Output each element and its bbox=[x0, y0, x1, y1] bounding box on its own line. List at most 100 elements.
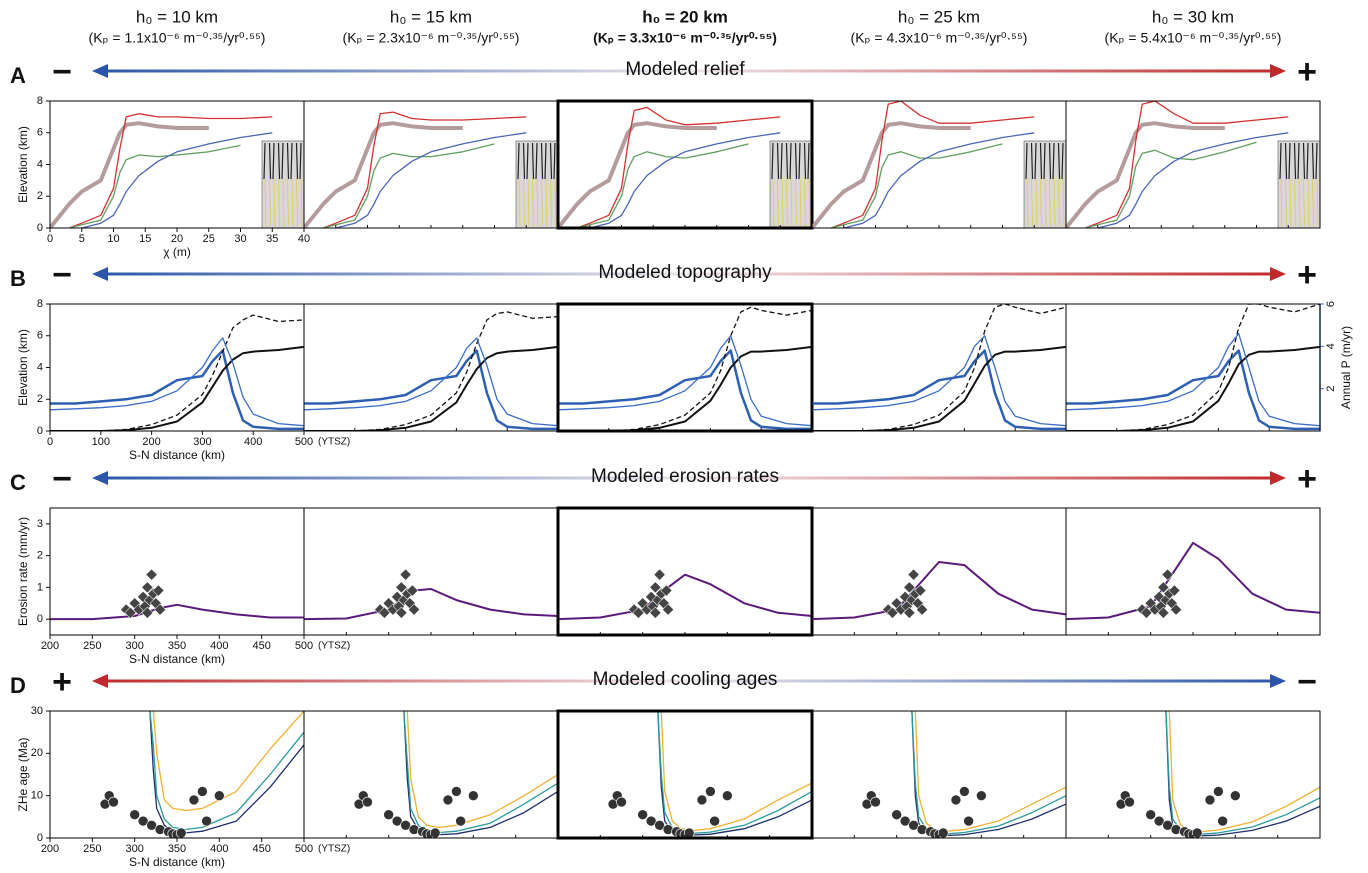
inset-river bbox=[299, 142, 302, 180]
observed-point bbox=[649, 606, 662, 619]
observed-point bbox=[442, 794, 454, 806]
y-tick-label: 2 bbox=[37, 393, 43, 405]
inset-river bbox=[278, 178, 280, 227]
inset-river bbox=[1030, 142, 1034, 180]
row-title: Modeled erosion rates bbox=[591, 466, 779, 487]
series-line bbox=[812, 561, 1066, 621]
x-tick-label: 15 bbox=[139, 233, 151, 245]
row-label: C bbox=[10, 470, 26, 495]
x-tick-label: 250 bbox=[83, 843, 101, 855]
inset-river bbox=[296, 178, 298, 227]
inset-river bbox=[536, 178, 539, 227]
observed-point bbox=[188, 794, 200, 806]
inset-river bbox=[527, 178, 530, 227]
inset-river bbox=[804, 178, 806, 227]
inset-river bbox=[277, 142, 281, 180]
observed-point bbox=[916, 603, 929, 616]
series-line bbox=[322, 143, 495, 228]
inset-river bbox=[518, 178, 521, 227]
series-line bbox=[1066, 121, 1225, 228]
observed-point bbox=[451, 786, 462, 797]
observed-point bbox=[1230, 790, 1241, 801]
observed-point bbox=[141, 606, 154, 619]
panel-frame bbox=[811, 710, 1067, 839]
series-line bbox=[149, 711, 304, 831]
y-axis-label: Elevation (km) bbox=[16, 329, 30, 406]
inset-river bbox=[786, 178, 788, 227]
inset-river bbox=[526, 142, 529, 180]
y-tick-label: 6 bbox=[37, 330, 43, 342]
y-axis-label: Elevation (km) bbox=[16, 126, 30, 203]
series-line bbox=[843, 132, 1035, 228]
observed-point bbox=[1213, 786, 1224, 797]
inset-river bbox=[808, 178, 811, 227]
x-tick-label: 300 bbox=[193, 436, 211, 448]
x-axis-label: χ (m) bbox=[163, 245, 191, 259]
series-line bbox=[1066, 349, 1320, 431]
y-tick-label: 1 bbox=[37, 581, 43, 593]
series-line bbox=[812, 349, 1066, 431]
panel bbox=[812, 101, 1066, 228]
observed-point bbox=[937, 827, 949, 838]
row-label: B bbox=[10, 266, 26, 291]
panel bbox=[1066, 541, 1320, 621]
inset-river bbox=[807, 142, 810, 180]
panel bbox=[99, 711, 304, 838]
observed-point bbox=[141, 581, 154, 594]
x-tick-label: 10 bbox=[107, 233, 119, 245]
observed-point bbox=[129, 809, 140, 821]
panel bbox=[50, 314, 304, 431]
panel-frame bbox=[303, 507, 559, 636]
panel-frame bbox=[1065, 100, 1321, 229]
arrow-head bbox=[92, 674, 108, 688]
inset-river bbox=[522, 142, 526, 180]
x-tick-label: 40 bbox=[298, 233, 310, 245]
panel-frame bbox=[1065, 303, 1321, 432]
series-line bbox=[68, 144, 241, 228]
observed-point bbox=[395, 606, 408, 619]
series-line bbox=[403, 711, 558, 834]
inset-river bbox=[300, 178, 303, 227]
x-tick-label: 35 bbox=[266, 233, 278, 245]
inset-river bbox=[1048, 142, 1052, 180]
column-subheader: (Kₚ = 5.4x10⁻⁶ m⁻⁰·³⁵/yr⁰·⁵⁵) bbox=[1105, 30, 1282, 46]
inset-river bbox=[531, 142, 535, 180]
series-line bbox=[812, 304, 1066, 431]
observed-point bbox=[175, 827, 187, 838]
inset-river bbox=[535, 142, 538, 180]
y2-tick-label: 6 bbox=[1325, 301, 1337, 307]
x-tick-label: 300 bbox=[125, 640, 143, 652]
inset-river bbox=[264, 178, 267, 227]
inset-river bbox=[1035, 178, 1038, 227]
inset-river bbox=[269, 178, 271, 227]
inset-river bbox=[1061, 142, 1064, 180]
y2-tick-label: 2 bbox=[1325, 386, 1337, 392]
arrow-shaft bbox=[100, 679, 1270, 683]
x-tick-label: 200 bbox=[142, 436, 160, 448]
inset-river bbox=[286, 142, 290, 180]
column-header: h₀ = 25 km bbox=[898, 7, 980, 26]
series-line bbox=[660, 711, 812, 832]
panel-frame bbox=[556, 506, 814, 637]
observed-point bbox=[662, 603, 675, 616]
panel bbox=[812, 304, 1066, 431]
inset-river bbox=[1034, 142, 1037, 180]
x-tick-label: 25 bbox=[203, 233, 215, 245]
y-tick-label: 2 bbox=[37, 190, 43, 202]
observed-point bbox=[201, 815, 212, 827]
inset-river bbox=[541, 178, 543, 227]
inset-river bbox=[795, 178, 797, 227]
series-line bbox=[1066, 345, 1320, 431]
column-header: h₀ = 30 km bbox=[1152, 7, 1234, 26]
inset-river bbox=[1307, 178, 1310, 227]
arrow-shaft bbox=[100, 272, 1270, 276]
x-tick-label: 100 bbox=[92, 436, 110, 448]
observed-point bbox=[891, 809, 902, 821]
x-tick-label: 0 bbox=[47, 436, 53, 448]
series-line bbox=[406, 711, 558, 829]
panel bbox=[1066, 304, 1320, 431]
observed-point bbox=[408, 603, 421, 616]
left-sign: − bbox=[52, 53, 72, 91]
x-tick-label: 350 bbox=[168, 843, 186, 855]
x-tick-label: 500 bbox=[295, 843, 313, 855]
